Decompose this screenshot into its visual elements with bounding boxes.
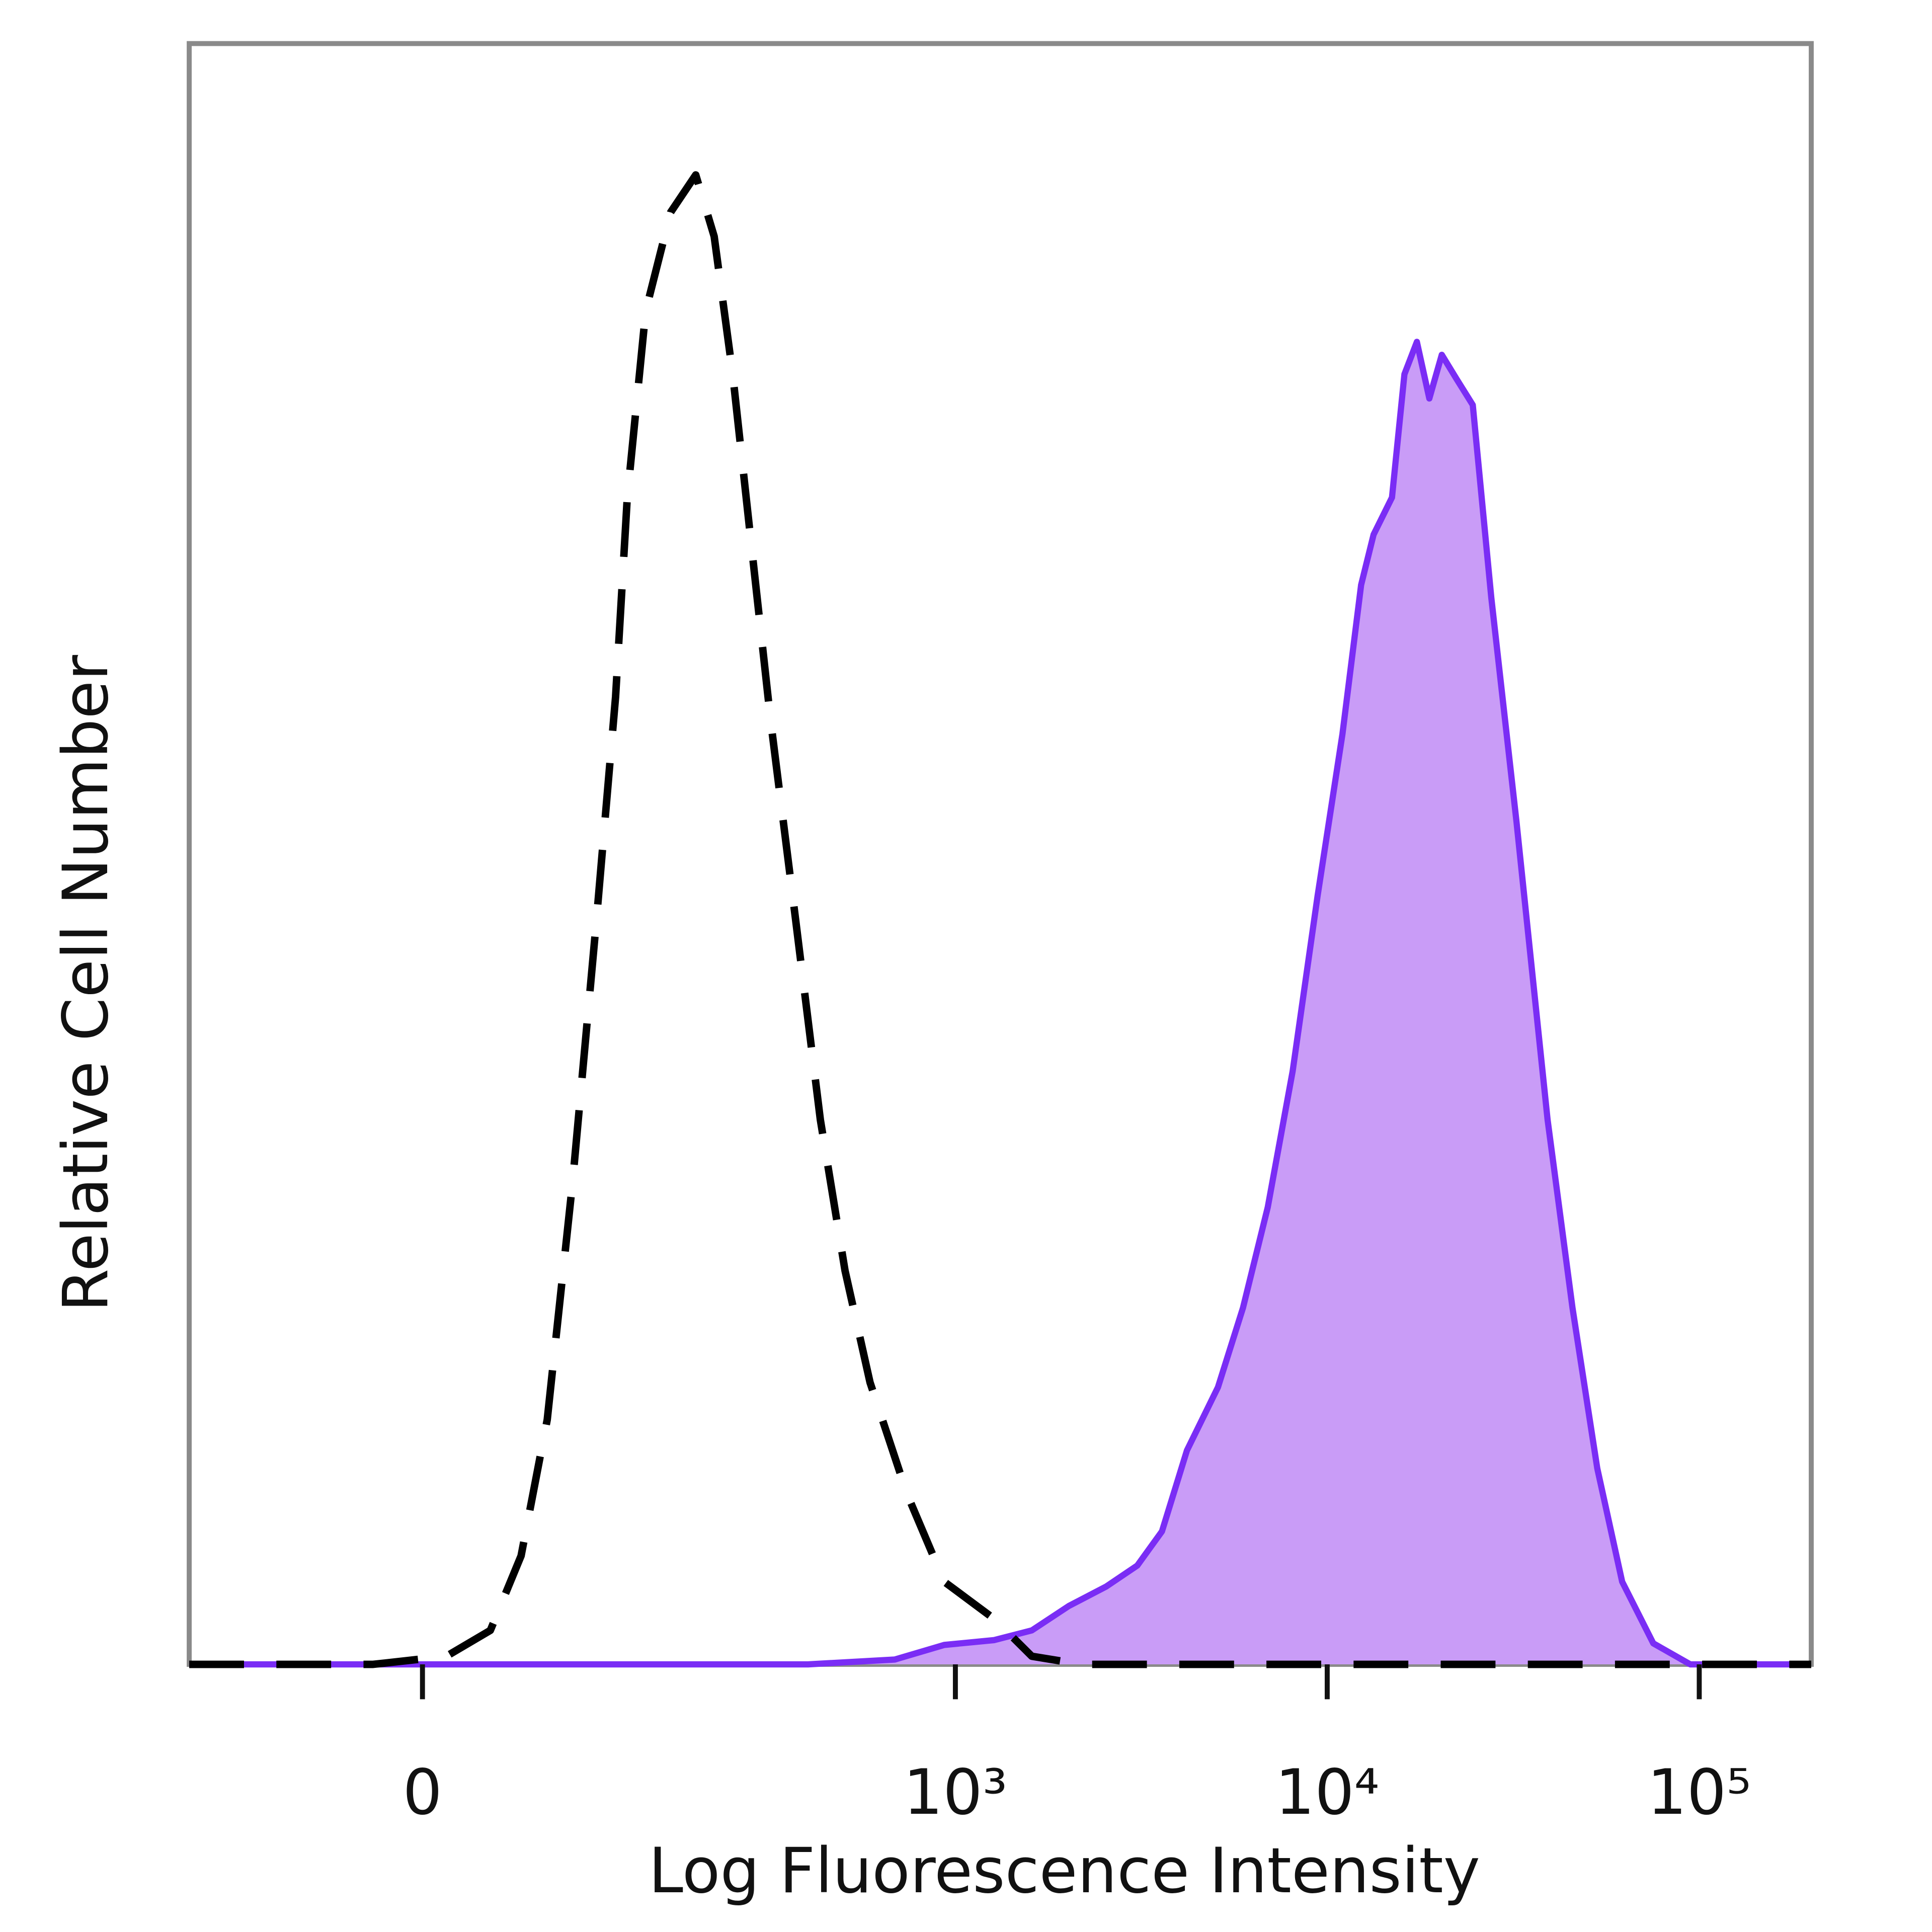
x-tick-label: 0 <box>403 1756 442 1829</box>
histogram-line <box>189 339 1811 1668</box>
y-axis-label: Relative Cell Number <box>50 655 122 1312</box>
x-tick-label: 10⁴ <box>1275 1756 1379 1829</box>
x-tick-label: 10⁵ <box>1647 1756 1751 1829</box>
x-axis-label: Log Fluorescence Intensity <box>649 1835 1480 1907</box>
histogram-fill <box>189 342 1811 1665</box>
histogram-line <box>189 171 1811 1668</box>
x-tick-label: 10³ <box>903 1756 1007 1829</box>
